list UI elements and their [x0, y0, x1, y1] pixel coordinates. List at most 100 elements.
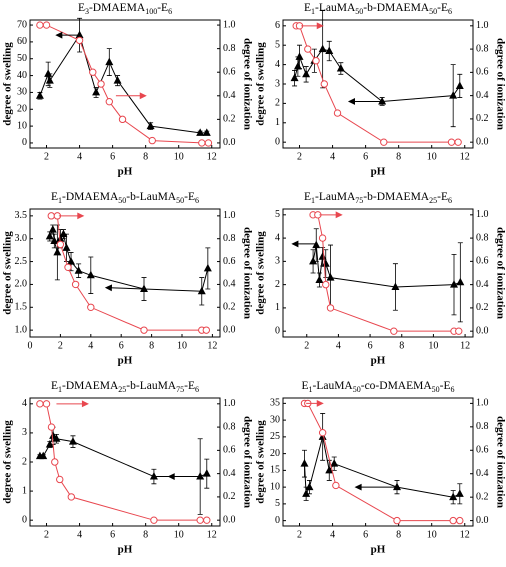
- title-part: 3: [85, 7, 89, 16]
- data-point: [455, 327, 463, 335]
- data-point: [304, 45, 312, 53]
- panel: E1-LauMA50-b-DMAEMA50-E62 4 6 8 10 1201234560…: [255, 2, 506, 178]
- data-point: [97, 80, 105, 88]
- arrow: [58, 212, 85, 220]
- x-tick-label: 6: [363, 529, 368, 540]
- title-part: -b-LauMA: [126, 380, 177, 392]
- y2-tick-label: 0.0: [476, 515, 489, 526]
- data-point: [305, 482, 314, 491]
- y-tick-label: 1.0: [15, 324, 28, 335]
- x-tick-label: 2: [58, 340, 63, 351]
- y-tick-label: 3: [275, 78, 280, 89]
- x-tick-label: 2: [297, 529, 302, 540]
- data-point: [202, 469, 211, 477]
- data-point: [39, 451, 48, 460]
- data-point: [148, 136, 156, 145]
- title-part: 6: [168, 7, 172, 16]
- x-tick-label: 10: [174, 151, 184, 162]
- title-part: 50: [355, 7, 363, 16]
- y2-tick-label: 0.0: [476, 325, 489, 336]
- title-part: -b-DMAEMA: [363, 2, 429, 14]
- title-part: -LauMA: [315, 2, 356, 14]
- x-tick-label: 2: [44, 151, 49, 162]
- title-part: 50: [353, 385, 361, 394]
- title-part: 50: [429, 7, 437, 16]
- data-point: [456, 516, 464, 525]
- data-point: [336, 63, 345, 72]
- y2-axis-label: degree of ionization: [494, 38, 506, 130]
- x-tick-label: 6: [368, 340, 373, 351]
- x-tick-label: 10: [427, 151, 437, 162]
- arrow: [347, 98, 383, 105]
- data-point: [325, 46, 334, 55]
- panel: E3-DMAEMA100-E62 4 6 8 10 120102030405060700.…: [2, 2, 254, 178]
- data-point: [51, 458, 59, 466]
- title-part: -E: [184, 191, 195, 203]
- data-point: [68, 437, 77, 445]
- data-point: [380, 138, 388, 146]
- y-tick-label: 50: [17, 53, 27, 64]
- title-part: -E: [440, 380, 451, 392]
- y-tick-label: 5: [275, 209, 280, 220]
- title-part: -b-LauMA: [126, 191, 177, 203]
- x-tick-label: 6: [110, 151, 115, 162]
- x-tick-label: 4: [77, 529, 82, 540]
- data-point: [50, 236, 59, 244]
- y-tick-label: 3.0: [15, 233, 28, 244]
- title-part: -co-DMAEMA: [361, 380, 433, 392]
- y2-tick-label: 1.0: [476, 20, 489, 31]
- title-part: 6: [195, 196, 199, 205]
- panel-title: E1-LauMA75-b-DMAEMA25-E6: [304, 191, 452, 206]
- data-point: [196, 128, 205, 136]
- data-point: [203, 516, 211, 524]
- y-tick-label: 4: [22, 398, 27, 409]
- data-point: [87, 303, 95, 311]
- plot-frame: [282, 208, 474, 338]
- y-tick-label: 70: [17, 19, 27, 30]
- data-point: [42, 400, 51, 408]
- y2-tick-label: 0.6: [223, 256, 236, 267]
- series-line: [39, 33, 207, 134]
- x-tick-label: 8: [396, 529, 401, 540]
- y2-axis-label: degree of ionization: [494, 416, 506, 508]
- data-point: [35, 91, 44, 99]
- title-part: E: [51, 380, 58, 392]
- data-point: [75, 30, 84, 39]
- series-line: [39, 403, 207, 521]
- y-tick-label: 20: [17, 104, 27, 115]
- data-point: [318, 234, 327, 242]
- x-tick-label: 6: [363, 151, 368, 162]
- y-axis-label: degree of swelling: [2, 231, 14, 315]
- data-point: [118, 115, 127, 124]
- title-part: 6: [448, 196, 452, 205]
- data-point: [62, 243, 71, 251]
- data-point: [312, 57, 320, 65]
- data-point: [196, 472, 205, 480]
- data-point: [326, 304, 335, 312]
- data-point: [450, 280, 458, 288]
- title-part: E: [78, 2, 85, 14]
- x-tick-label: 4: [336, 340, 341, 351]
- data-point: [52, 434, 61, 442]
- data-point: [390, 327, 398, 335]
- title-part: 75: [355, 196, 363, 205]
- arrow: [104, 284, 145, 292]
- data-point: [45, 231, 54, 240]
- arrow: [55, 31, 80, 39]
- x-tick-label: 4: [77, 151, 82, 162]
- y-tick-label: 2: [275, 98, 280, 109]
- panel-title: E1-DMAEMA25-b-LauMA75-E6: [51, 380, 199, 395]
- x-tick-label: 0: [28, 340, 33, 351]
- data-point: [202, 128, 211, 136]
- data-point: [36, 21, 44, 29]
- title-part: 6: [195, 385, 199, 394]
- x-tick-label: 10: [177, 340, 187, 351]
- y-tick-label: 40: [17, 70, 27, 81]
- y-axis-label: degree of swelling: [2, 42, 14, 126]
- y-axis-label: degree of swelling: [255, 42, 267, 126]
- data-point: [53, 247, 62, 256]
- data-point: [318, 44, 327, 53]
- data-point: [202, 326, 211, 334]
- x-axis-label: pH: [371, 355, 386, 367]
- data-point: [325, 465, 334, 474]
